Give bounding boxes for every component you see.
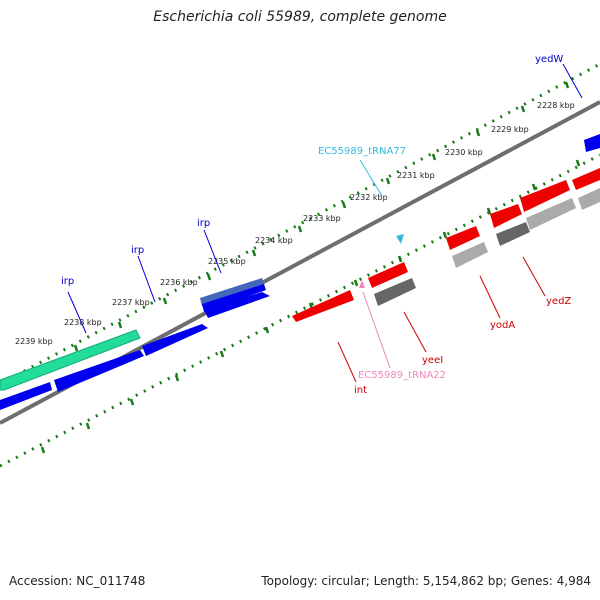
gene-arrow[interactable] — [578, 188, 600, 210]
feature-label[interactable]: EC55989_tRNA77 — [318, 146, 406, 157]
tick-labels: 2228 kbp 2229 kbp 2230 kbp 2231 kbp 2232… — [15, 101, 575, 346]
tick-label: 2236 kbp — [160, 278, 198, 287]
feature-label[interactable]: EC55989_tRNA22 — [358, 370, 446, 381]
tick-label: 2235 kbp — [208, 257, 246, 266]
gene-arrow[interactable] — [292, 290, 354, 322]
feature-labels: yedW EC55989_tRNA77 irp irp irp yedZ yod… — [61, 54, 571, 396]
gene-arrow[interactable] — [526, 198, 576, 230]
genome-summary: Topology: circular; Length: 5,154,862 bp… — [261, 574, 591, 588]
feature-label[interactable]: irp — [61, 276, 74, 287]
feature-label[interactable]: yeeI — [422, 355, 443, 366]
callout-line — [203, 229, 222, 274]
callout-line — [359, 159, 383, 197]
trna-marker[interactable] — [396, 234, 404, 244]
tick-label: 2233 kbp — [303, 214, 341, 223]
gene-arrow[interactable] — [490, 204, 522, 228]
gene-arrow[interactable] — [572, 168, 600, 190]
scale-ring-upper — [0, 62, 600, 386]
feature-label[interactable]: yodA — [490, 320, 515, 331]
map-title: Escherichia coli 55989, complete genome — [153, 9, 447, 25]
callout-line — [362, 291, 391, 369]
accession-label: Accession: NC_011748 — [9, 574, 146, 588]
feature-label[interactable]: int — [354, 385, 367, 396]
gene-arrow[interactable] — [202, 284, 266, 312]
scale-lower-ticks — [40, 159, 581, 454]
gene-arrow[interactable] — [446, 226, 480, 250]
reverse-strand-track — [292, 168, 600, 322]
tick-label: 2239 kbp — [15, 337, 53, 346]
gene-arrow[interactable] — [142, 324, 208, 356]
tick-label: 2230 kbp — [445, 148, 483, 157]
callout-line — [67, 291, 87, 334]
gene-arrow[interactable] — [368, 262, 408, 288]
feature-label[interactable]: yedZ — [546, 296, 571, 307]
gene-arrow[interactable] — [0, 382, 52, 410]
feature-label[interactable]: irp — [131, 245, 144, 256]
gene-arrow[interactable] — [54, 350, 144, 392]
tick-label: 2228 kbp — [537, 101, 575, 110]
callout-line — [337, 341, 357, 383]
callout-line — [522, 256, 546, 297]
gene-arrow[interactable] — [584, 134, 600, 152]
feature-label[interactable]: irp — [197, 218, 210, 229]
callout-line — [562, 63, 583, 99]
gene-arrow[interactable] — [452, 242, 488, 268]
callout-line — [403, 311, 427, 353]
callout-line — [137, 255, 156, 303]
gene-arrow[interactable] — [374, 278, 416, 306]
scale-major-ticks — [29, 81, 570, 376]
scale-ring-lower — [0, 153, 600, 468]
gene-arrow[interactable] — [496, 222, 530, 246]
trna-marker[interactable] — [359, 280, 365, 288]
tick-label: 2237 kbp — [112, 298, 150, 307]
feature-callouts — [67, 63, 583, 383]
tick-label: 2229 kbp — [491, 125, 529, 134]
tick-label: 2238 kbp — [64, 318, 102, 327]
feature-label[interactable]: yedW — [535, 54, 563, 65]
gene-arrow[interactable] — [520, 180, 570, 212]
forward-strand-track — [0, 134, 600, 410]
tick-label: 2234 kbp — [255, 236, 293, 245]
callout-line — [479, 275, 501, 319]
gene-arrow[interactable] — [204, 292, 270, 318]
tick-label: 2232 kbp — [350, 193, 388, 202]
gene-arrow[interactable] — [0, 329, 141, 391]
gene-arrow[interactable] — [200, 278, 264, 306]
tick-label: 2231 kbp — [397, 171, 435, 180]
